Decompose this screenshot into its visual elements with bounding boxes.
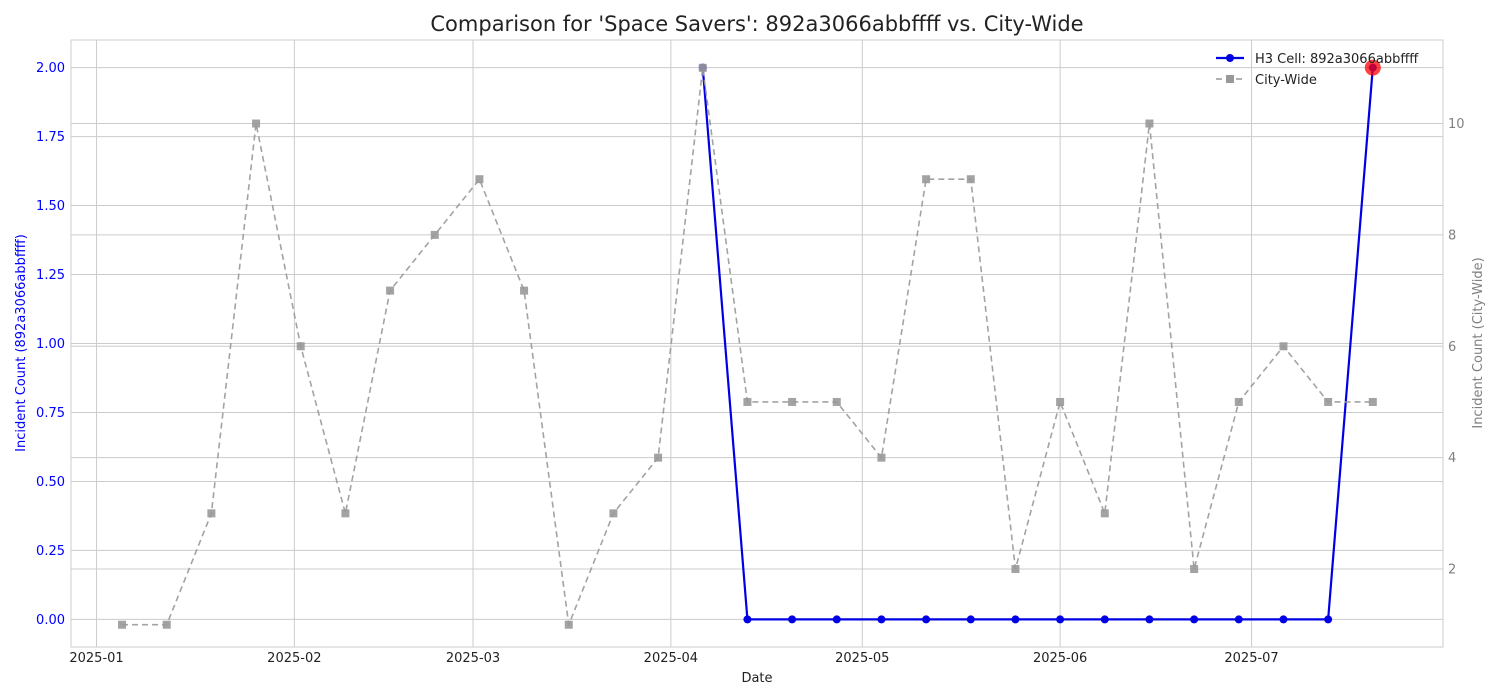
data-point [609,509,618,518]
data-point [1056,615,1065,624]
data-point [1324,397,1333,406]
data-point [966,175,975,184]
data-point [296,342,305,351]
chart-title: Comparison for 'Space Savers': 892a3066a… [430,12,1083,36]
data-point [654,453,663,462]
data-point [788,615,797,624]
grid [71,40,1443,647]
data-point [207,509,216,518]
y-tick-label-right: 2 [1448,563,1456,578]
data-point [1190,565,1199,574]
data-point [252,119,261,128]
x-tick-label: 2025-05 [835,651,889,666]
data-point [386,286,395,295]
data-point [1324,615,1333,624]
x-tick-label: 2025-03 [446,651,500,666]
data-point [877,453,886,462]
data-point [118,620,127,629]
data-point [966,615,975,624]
highlight-marker [1364,59,1381,76]
data-point [1279,342,1288,351]
y-tick-label-right: 10 [1448,117,1465,132]
data-point [1011,565,1020,574]
data-point [922,175,931,184]
y-tick-label-left: 0.00 [36,613,65,628]
data-point [1279,615,1288,624]
series-1 [118,63,1377,629]
data-point [475,175,484,184]
y-tick-label-right: 6 [1448,340,1456,355]
plot-frame [70,39,1444,648]
y-tick-label-left: 0.75 [36,406,65,421]
x-tick-label: 2025-07 [1224,651,1278,666]
y-tick-label-right: 8 [1448,228,1456,243]
data-point [1011,615,1020,624]
series-line [701,67,1374,621]
legend-label-city-wide: City-Wide [1255,73,1317,88]
series-layer [118,59,1381,629]
data-point [1145,615,1154,624]
x-tick-label: 2025-02 [267,651,321,666]
y-tick-label-left: 2.00 [36,61,65,76]
data-point [162,620,171,629]
data-point [743,397,752,406]
data-point [1190,615,1199,624]
data-point [788,397,797,406]
data-point [1234,397,1243,406]
x-tick-label: 2025-06 [1033,651,1087,666]
data-point [520,286,529,295]
y-tick-label-left: 1.25 [36,268,65,283]
x-axis-label: Date [741,671,772,686]
data-point [877,615,886,624]
y-tick-label-left: 1.75 [36,130,65,145]
x-tick-label: 2025-04 [644,651,698,666]
data-point [1100,615,1109,624]
data-point [1145,119,1154,128]
data-point [1056,397,1065,406]
data-point [832,397,841,406]
data-point [743,615,752,624]
data-point [341,509,350,518]
y-axis-label-left: Incident Count (892a3066abbffff) [14,234,29,452]
y-tick-label-left: 0.50 [36,475,65,490]
legend: H3 Cell: 892a3066abbffff City-Wide [1216,52,1419,88]
y-tick-label-left: 0.25 [36,544,65,559]
legend-entry-city-wide: City-Wide [1216,73,1317,88]
data-point [922,615,931,624]
data-point [430,230,439,239]
data-point [1234,615,1243,624]
x-tick-label: 2025-01 [69,651,123,666]
data-point [832,615,841,624]
data-point [698,63,707,72]
tick-labels: 2025-01 2025-02 2025-03 2025-04 2025-05 2025-… [36,61,1465,666]
y-tick-label-right: 4 [1448,451,1456,466]
data-point [564,620,573,629]
legend-label-h3-cell: H3 Cell: 892a3066abbffff [1255,52,1419,67]
data-point [1368,397,1377,406]
legend-entry-h3-cell: H3 Cell: 892a3066abbffff [1216,52,1419,67]
y-tick-label-left: 1.50 [36,199,65,214]
data-point [1100,509,1109,518]
y-tick-label-left: 1.00 [36,337,65,352]
y-axis-label-right: Incident Count (City-Wide) [1471,257,1486,428]
